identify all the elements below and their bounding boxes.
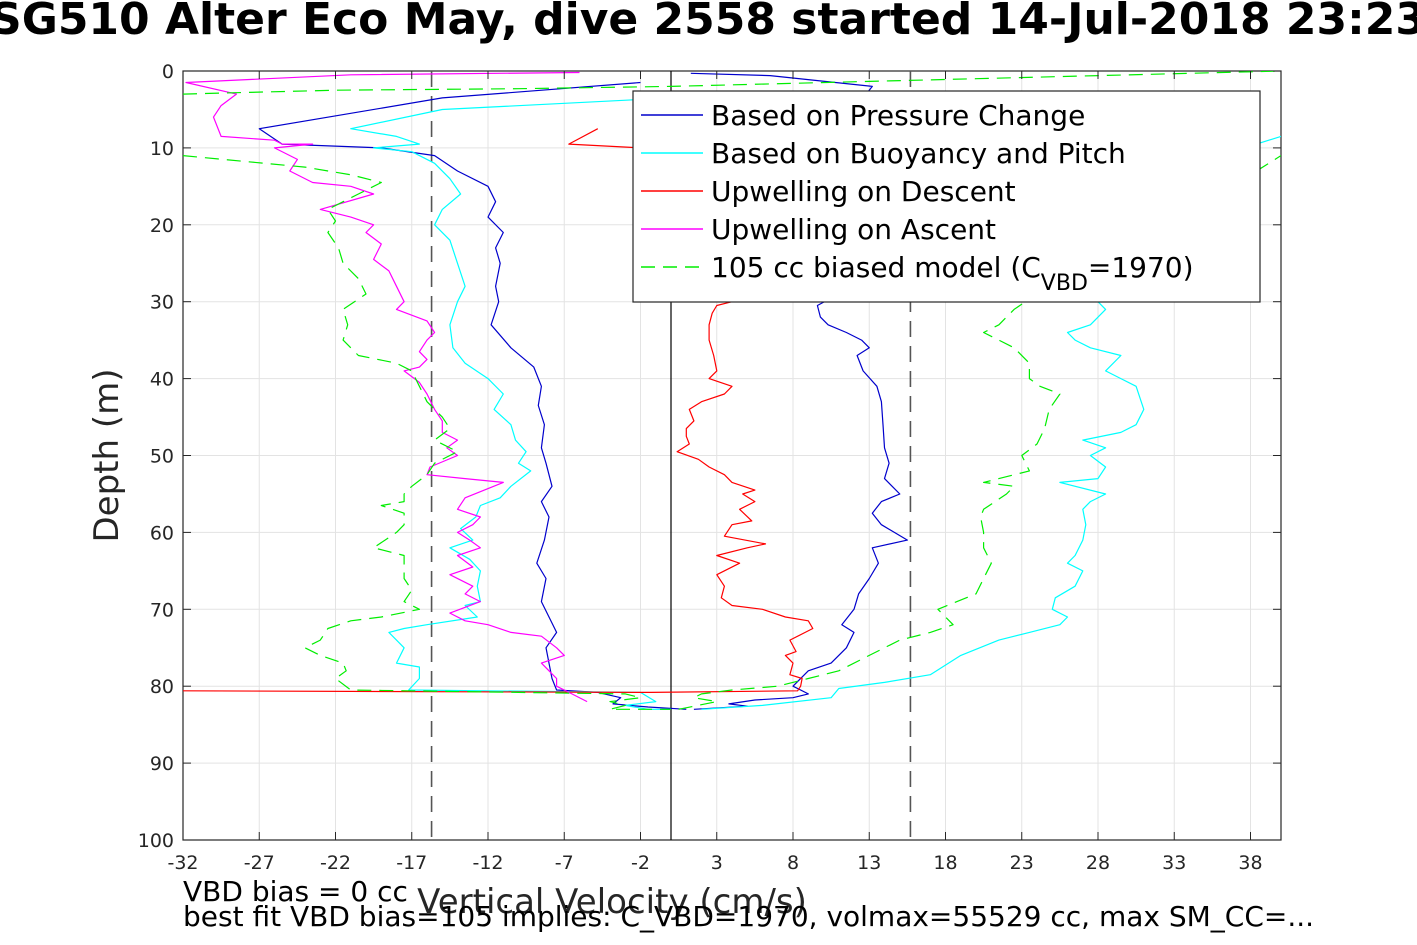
series-lines [183,71,1281,710]
vbd-bias-note: VBD bias = 0 cc [183,875,408,908]
x-tick-label: 38 [1238,852,1262,874]
x-tick-label: -22 [320,852,351,874]
x-tick-label: 23 [1010,852,1034,874]
legend-entry: Based on Buoyancy and Pitch [711,137,1126,170]
y-tick-label: 40 [150,369,174,391]
series-line [678,155,1281,710]
chart-title: SG510 Alter Eco May, dive 2558 started 1… [0,0,1417,45]
legend-entry: Based on Pressure Change [711,99,1085,132]
x-axis-label: Vertical Velocity (cm/s) [417,882,807,922]
series-line [185,71,588,703]
y-tick-label: 60 [150,522,174,544]
y-tick-label: 20 [150,215,174,237]
x-tick-label: 8 [787,852,799,874]
y-tick-label: 70 [150,599,174,621]
y-tick-label: 80 [150,676,174,698]
y-tick-label: 90 [150,753,174,775]
best-fit-note: best fit VBD bias=105 implies: C_VBD=197… [183,900,1315,933]
series-line [183,155,671,710]
series-line [183,293,814,694]
x-tick-label: 33 [1162,852,1186,874]
y-tick-label: 50 [150,446,174,468]
legend-box [632,90,1261,303]
x-tick-label: 13 [857,852,881,874]
y-tick-label: 100 [138,830,174,852]
x-tick-label: 3 [711,852,723,874]
x-tick-label: -2 [631,852,650,874]
x-tick-label: -32 [167,852,198,874]
legend-entry: Upwelling on Descent [711,175,1016,208]
y-tick-label: 10 [150,138,174,160]
series-line [701,135,1281,710]
x-tick-label: -7 [555,852,574,874]
legend-entry: Upwelling on Ascent [711,213,996,246]
legend: Based on Pressure Change Based on Buoyanc… [632,90,1261,303]
x-tick-label: 28 [1086,852,1110,874]
series-line [350,97,672,710]
y-axis-label: Depth (m) [87,368,127,542]
series-line [258,81,687,710]
x-tick-label: 18 [933,852,957,874]
x-tick-label: -27 [244,852,275,874]
y-tick-label: 30 [150,292,174,314]
y-tick-label: 0 [162,61,174,83]
x-tick-label: -12 [472,852,503,874]
tick-labels: -32 -27 -22 -17 -12 -7 -2 3 8 13 18 23 28 33 380102030… [138,61,1281,874]
x-tick-label: -17 [396,852,427,874]
series-line [183,71,1281,95]
